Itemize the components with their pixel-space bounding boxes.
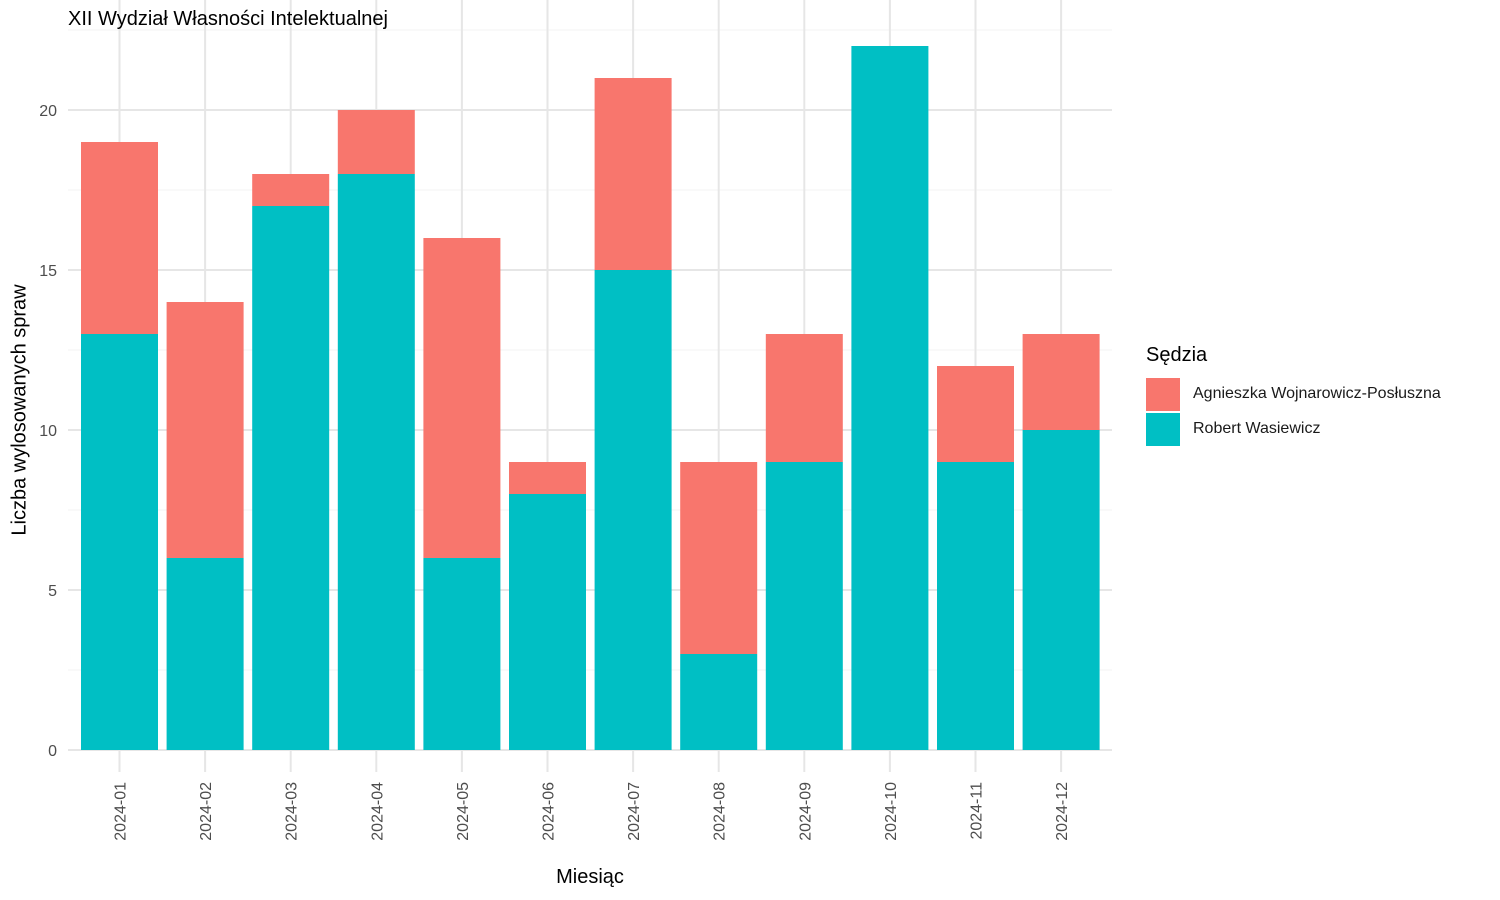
y-tick-label: 5: [48, 583, 57, 600]
legend-item-agnieszka: Agnieszka Wojnarowicz-Posłuszna: [1146, 377, 1441, 411]
x-tick-labels: 2024-01 2024-02 2024-03 2024-04 2024-05 2024-…: [113, 782, 1072, 841]
y-axis-label: Liczba wylosowanych spraw: [8, 284, 31, 536]
x-tick-label: 2024-05: [455, 782, 472, 841]
x-tick-label: 2024-12: [1054, 782, 1071, 841]
bar-segment-robert-2024-11: [937, 462, 1014, 750]
bar-segment-robert-2024-06: [509, 494, 586, 750]
legend: Sędzia Agnieszka Wojnarowicz-Posłuszna R…: [1146, 344, 1441, 447]
bar-segment-robert-2024-02: [166, 558, 244, 750]
x-tick-label: 2024-03: [284, 782, 301, 841]
chart-title: XII Wydział Własności Intelektualnej: [68, 8, 388, 30]
bar-segment-agnieszka-2024-04: [337, 110, 415, 174]
bar-segment-agnieszka-2024-02: [166, 302, 244, 558]
x-tick-label: 2024-08: [712, 782, 729, 841]
x-tick-label: 2024-02: [198, 782, 215, 841]
legend-key-agnieszka: [1146, 377, 1180, 411]
x-axis-label: Miesiąc: [556, 866, 624, 888]
y-tick-labels: 0 5 10 15 20: [39, 103, 57, 760]
x-tick-label: 2024-09: [797, 782, 814, 841]
bar-segment-agnieszka-2024-07: [594, 78, 672, 270]
bar-segment-agnieszka-2024-03: [252, 174, 330, 206]
x-tick-label: 2024-06: [541, 782, 558, 841]
bar-segment-agnieszka-2024-01: [81, 142, 158, 334]
y-tick-label: 15: [39, 263, 57, 280]
bar-segment-robert-2024-04: [337, 174, 415, 750]
legend-label-robert: Robert Wasiewicz: [1193, 420, 1321, 437]
bar-segment-robert-2024-07: [594, 270, 672, 750]
x-tick-label: 2024-01: [113, 782, 130, 841]
legend-label-agnieszka: Agnieszka Wojnarowicz-Posłuszna: [1193, 385, 1441, 402]
y-tick-label: 20: [39, 103, 57, 120]
x-tick-label: 2024-07: [626, 782, 643, 841]
bar-segment-robert-2024-10: [851, 46, 929, 750]
bar-segment-robert-2024-12: [1022, 430, 1100, 750]
legend-key-robert: [1146, 412, 1180, 446]
x-tick-label: 2024-11: [969, 782, 986, 840]
x-tick-label: 2024-04: [369, 782, 386, 841]
bar-segment-robert-2024-03: [252, 206, 330, 750]
bar-segment-agnieszka-2024-08: [680, 462, 758, 654]
legend-title: Sędzia: [1146, 344, 1208, 366]
bar-segment-agnieszka-2024-11: [937, 366, 1014, 462]
bar-segment-agnieszka-2024-06: [509, 462, 586, 494]
bar-segment-agnieszka-2024-09: [765, 334, 843, 462]
bar-segment-robert-2024-09: [765, 462, 843, 750]
y-tick-label: 10: [39, 423, 57, 440]
bar-segment-agnieszka-2024-05: [423, 238, 501, 558]
legend-item-robert: Robert Wasiewicz: [1146, 412, 1441, 446]
bars: [81, 46, 1100, 750]
bar-segment-robert-2024-05: [423, 558, 501, 750]
x-tick-label: 2024-10: [883, 782, 900, 841]
bar-segment-agnieszka-2024-12: [1022, 334, 1100, 430]
bar-segment-robert-2024-08: [680, 654, 758, 750]
bar-segment-robert-2024-01: [81, 334, 158, 750]
y-tick-label: 0: [48, 743, 57, 760]
